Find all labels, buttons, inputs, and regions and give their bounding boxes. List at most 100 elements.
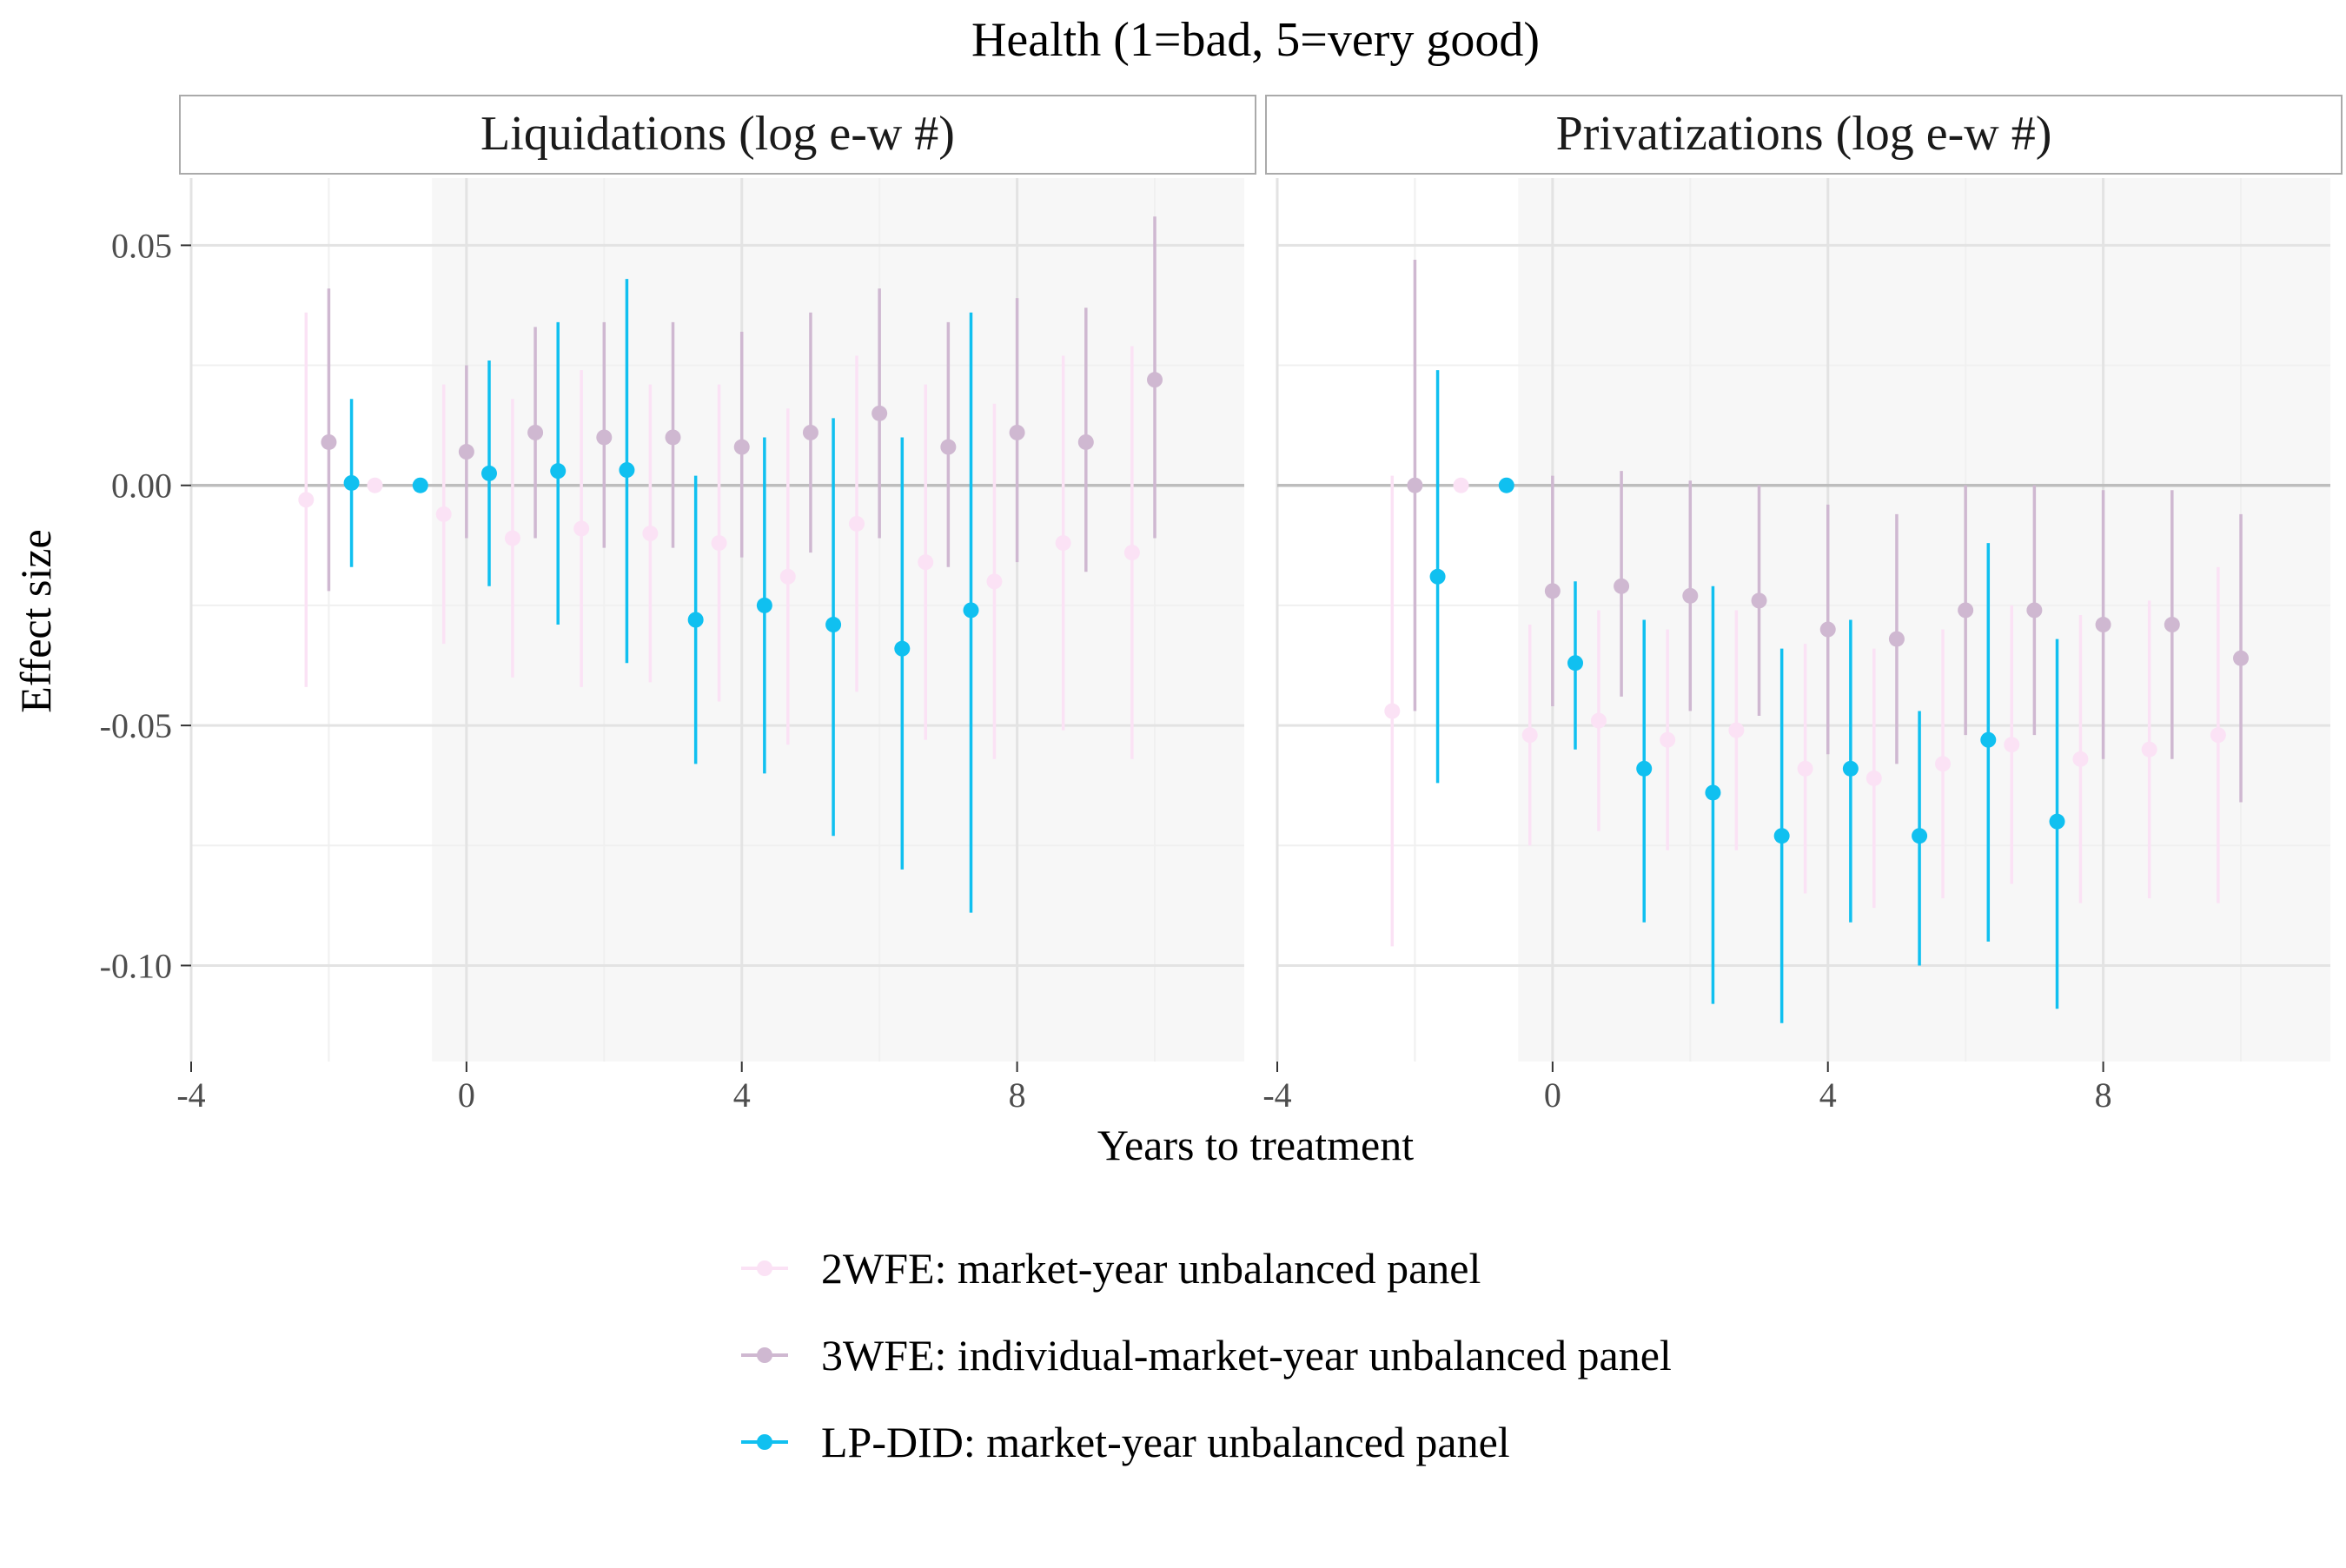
y-axis-label: Effect size — [11, 529, 60, 712]
data-point — [1660, 731, 1676, 748]
data-point — [1888, 631, 1905, 647]
y-tick-label: -0.10 — [100, 946, 172, 985]
x-tick-label: 8 — [2095, 1075, 2112, 1115]
data-point — [986, 573, 1003, 590]
data-point — [1407, 477, 1423, 493]
series-2WFE — [1384, 475, 2226, 947]
data-point — [1429, 568, 1446, 585]
data-point — [687, 612, 704, 628]
facet-title: Liquidations (log e-w #) — [480, 107, 955, 161]
data-point — [1009, 424, 1025, 440]
data-point — [1728, 722, 1745, 738]
data-point — [1980, 731, 1997, 748]
data-point — [1958, 602, 1974, 619]
data-point — [711, 535, 727, 552]
data-point — [1819, 621, 1836, 638]
data-point — [550, 463, 567, 480]
y-tick-label: 0.05 — [111, 226, 172, 265]
panel-2: Privatizations (log e-w #) -4 0 4 8 — [1262, 95, 2343, 1115]
data-point — [1147, 372, 1163, 388]
y-tick-label: 0.00 — [111, 466, 172, 506]
legend-item-2WFE: 2WFE: market-year unbalanced panel — [741, 1244, 1481, 1293]
data-point — [573, 520, 590, 537]
data-point — [779, 568, 796, 585]
data-point — [871, 405, 888, 421]
data-point — [894, 640, 911, 657]
data-point — [2004, 737, 2020, 753]
series-3WFE — [1407, 259, 2250, 803]
data-point — [918, 554, 934, 571]
data-point — [343, 474, 360, 491]
series-LPDID — [343, 279, 979, 913]
data-point — [940, 439, 957, 455]
data-point — [596, 429, 613, 446]
data-point — [321, 433, 337, 450]
data-point — [458, 444, 474, 460]
data-point — [642, 526, 659, 542]
data-point — [527, 424, 544, 440]
data-point — [849, 515, 865, 532]
x-tick-label: 0 — [1544, 1075, 1561, 1115]
data-point — [367, 477, 383, 493]
data-point — [733, 439, 750, 455]
data-point — [2141, 741, 2157, 758]
data-point — [756, 597, 772, 613]
facet-strip — [1265, 95, 2343, 175]
series-LPDID — [1429, 370, 2065, 1023]
data-point — [412, 477, 428, 493]
data-point — [1842, 760, 1859, 777]
data-point — [2049, 813, 2065, 830]
data-point — [2072, 751, 2089, 767]
legend-label: 3WFE: individual-market-year unbalanced … — [821, 1331, 1672, 1379]
data-point — [1077, 433, 1094, 450]
x-tick-label: 4 — [733, 1075, 751, 1115]
series-3WFE — [321, 216, 1163, 592]
y-tick-label: -0.05 — [100, 706, 172, 745]
data-point — [1567, 655, 1584, 672]
data-point — [1682, 587, 1699, 604]
data-point — [1751, 592, 1767, 609]
data-point — [1384, 703, 1401, 719]
x-tick-label: 4 — [1819, 1075, 1837, 1115]
legend: 2WFE: market-year unbalanced panel 3WFE: … — [741, 1244, 1672, 1466]
data-point — [1590, 712, 1607, 729]
data-point — [1498, 477, 1514, 493]
panel-1: Liquidations (log e-w #) -4 0 4 8 0.05 0.00 -0.… — [100, 95, 1256, 1115]
legend-item-LPDID: LP-DID: market-year unbalanced panel — [741, 1418, 1510, 1466]
data-point — [1521, 727, 1538, 744]
data-point — [963, 602, 979, 619]
data-point — [1912, 828, 1928, 844]
data-point — [2095, 617, 2111, 633]
data-point — [298, 492, 315, 508]
data-point — [1797, 760, 1813, 777]
data-point — [1453, 477, 1469, 493]
data-point — [435, 506, 452, 522]
data-point — [1614, 578, 1630, 594]
data-point — [1935, 756, 1952, 772]
data-point — [619, 462, 635, 479]
series-2WFE — [298, 312, 1140, 759]
data-point — [2164, 617, 2180, 633]
x-tick-label: -4 — [1262, 1075, 1291, 1115]
data-point — [1866, 770, 1882, 786]
legend-key-point — [757, 1434, 772, 1450]
x-tick-label: -4 — [176, 1075, 205, 1115]
data-point — [665, 429, 681, 446]
data-point — [1123, 545, 1140, 561]
x-tick-label: 8 — [1009, 1075, 1026, 1115]
data-point — [825, 617, 842, 633]
x-tick-label: 0 — [458, 1075, 475, 1115]
legend-item-3WFE: 3WFE: individual-market-year unbalanced … — [741, 1331, 1672, 1379]
legend-key-point — [757, 1347, 772, 1363]
data-point — [1544, 583, 1561, 599]
post-period-shade — [1518, 178, 2330, 1062]
data-point — [2233, 650, 2250, 666]
panels-layer: Liquidations (log e-w #) -4 0 4 8 0.05 0.00 -0.… — [100, 95, 2343, 1115]
data-point — [1636, 760, 1653, 777]
data-point — [1773, 828, 1790, 844]
x-axis-label: Years to treatment — [1097, 1121, 1414, 1169]
legend-label: LP-DID: market-year unbalanced panel — [821, 1418, 1510, 1466]
facet-strip — [179, 95, 1256, 175]
